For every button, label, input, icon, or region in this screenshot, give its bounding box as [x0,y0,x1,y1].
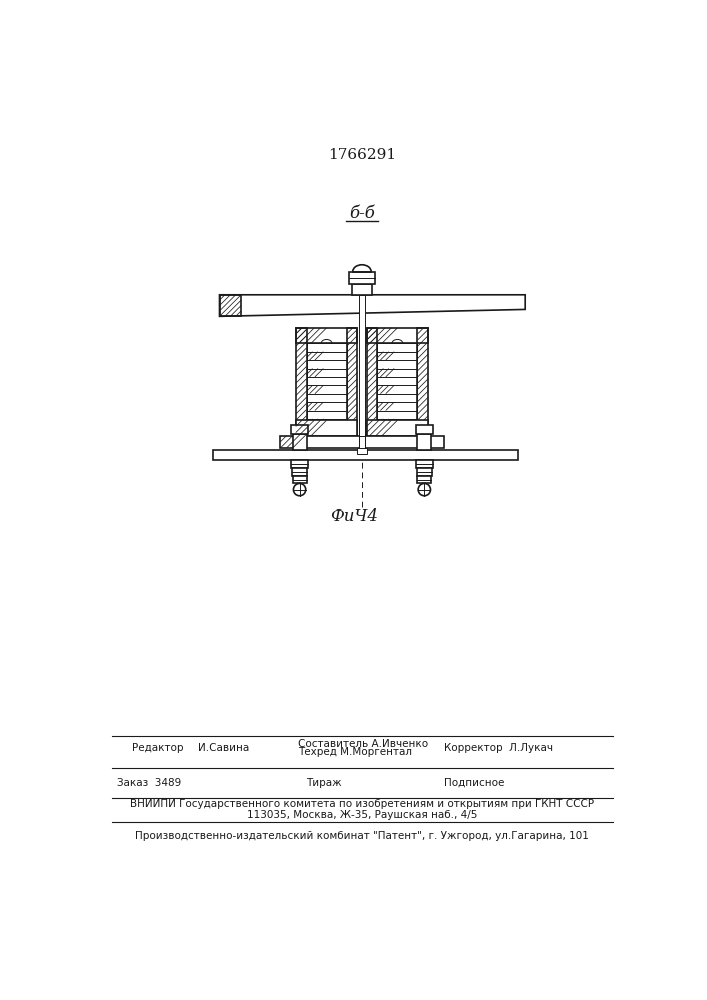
Bar [416,425,433,434]
Text: Составитель А.Ивченко: Составитель А.Ивченко [298,739,428,749]
Text: ФиЧ4: ФиЧ4 [330,508,378,525]
Bar [307,343,346,436]
Bar [359,436,365,452]
Text: Заказ  3489: Заказ 3489 [117,778,181,788]
Bar [417,434,431,450]
Bar [296,328,307,436]
Text: Тираж: Тираж [305,778,341,788]
Bar [291,425,308,434]
Bar [293,476,307,483]
Bar [417,328,428,436]
Text: И.Савина: И.Савина [198,743,249,753]
Text: б-б: б-б [349,205,375,222]
Bar [416,468,432,476]
Circle shape [293,483,305,496]
Bar [366,420,428,436]
Bar [349,272,375,284]
Bar [366,328,428,343]
Bar [366,328,378,436]
Bar [417,476,431,483]
Text: Редактор: Редактор [132,743,184,753]
Bar [296,328,357,343]
Bar [416,460,433,468]
Text: 1766291: 1766291 [328,148,396,162]
Circle shape [418,483,431,496]
Bar [219,295,241,316]
Text: ВНИИПИ Государственного комитета по изобретениям и открытиям при ГКНТ СССР: ВНИИПИ Государственного комитета по изоб… [130,799,594,809]
Bar [281,436,443,448]
Bar [378,343,417,436]
Bar [357,448,366,454]
Bar [352,284,372,295]
Text: Техред М.Моргентал: Техред М.Моргентал [298,747,412,757]
Text: 113035, Москва, Ж-35, Раушская наб., 4/5: 113035, Москва, Ж-35, Раушская наб., 4/5 [247,810,477,820]
Bar [296,420,357,436]
Bar [214,450,518,460]
Bar [296,328,307,436]
Text: Производственно-издательский комбинат "Патент", г. Ужгород, ул.Гагарина, 101: Производственно-издательский комбинат "П… [135,831,589,841]
Bar [292,468,308,476]
Bar [359,295,365,436]
Text: Подписное: Подписное [444,778,505,788]
Bar [293,434,307,450]
Polygon shape [219,295,525,316]
Bar [346,328,357,436]
Text: Корректор  Л.Лукач: Корректор Л.Лукач [444,743,554,753]
Bar [291,460,308,468]
